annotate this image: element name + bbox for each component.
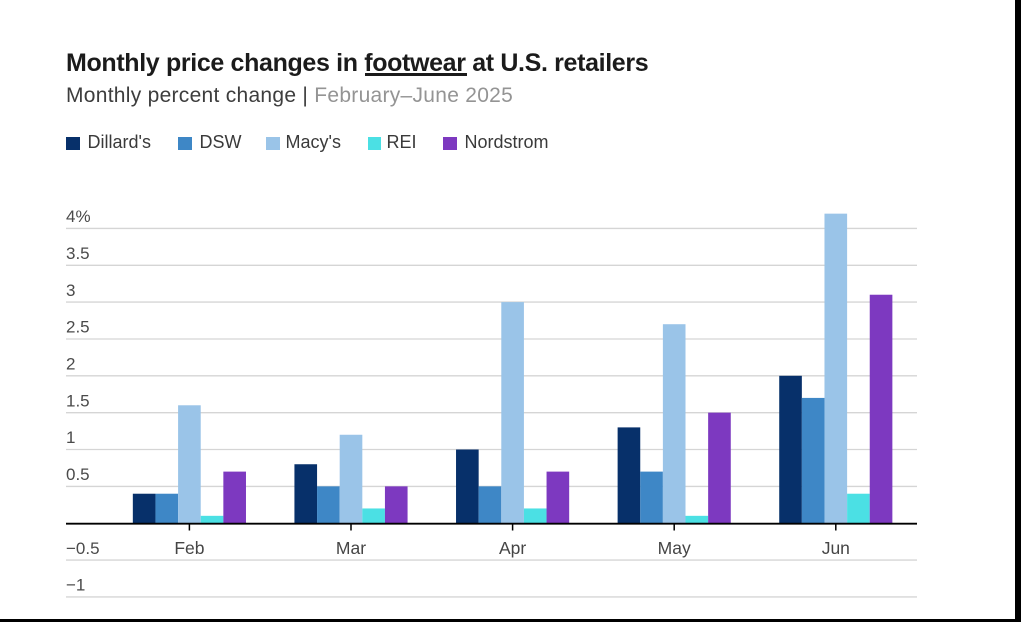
- svg-text:Apr: Apr: [499, 538, 526, 558]
- svg-text:May: May: [658, 538, 691, 558]
- svg-text:3.5: 3.5: [66, 244, 90, 263]
- svg-text:1: 1: [66, 428, 75, 447]
- svg-text:3: 3: [66, 281, 75, 300]
- svg-text:0.5: 0.5: [66, 465, 90, 484]
- svg-text:Jun: Jun: [822, 538, 850, 558]
- svg-text:−0.5: −0.5: [66, 539, 100, 558]
- svg-text:Feb: Feb: [174, 538, 204, 558]
- svg-text:−1: −1: [66, 576, 85, 595]
- svg-text:2.5: 2.5: [66, 318, 90, 337]
- svg-text:4%: 4%: [66, 207, 91, 226]
- svg-text:Mar: Mar: [336, 538, 366, 558]
- svg-text:1.5: 1.5: [66, 391, 90, 410]
- svg-text:2: 2: [66, 355, 75, 374]
